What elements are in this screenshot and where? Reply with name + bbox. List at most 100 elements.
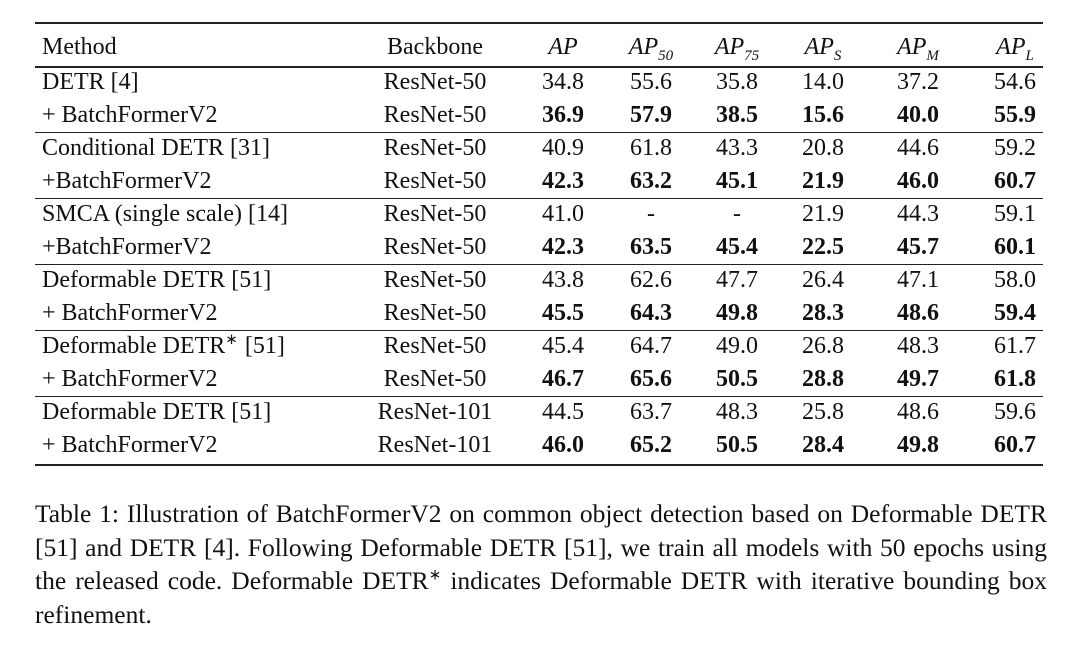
method-cell: SMCA (single scale) [14]	[42, 199, 288, 229]
value-cell: -	[647, 201, 655, 227]
value-cell: 48.3	[716, 399, 758, 425]
header-text: AP	[628, 34, 659, 60]
value-cell: 60.1	[994, 234, 1036, 260]
method-cell: + BatchFormerV2	[42, 100, 218, 130]
method-reference: [51]	[244, 333, 285, 359]
method-superscript: ∗	[225, 332, 238, 348]
value-cell: 47.7	[716, 267, 758, 293]
value-cell: 60.7	[994, 168, 1036, 194]
value-cell: 45.4	[716, 234, 758, 260]
backbone-cell: ResNet-50	[383, 234, 487, 260]
value-cell: 46.0	[542, 432, 584, 458]
method-cell: Deformable DETR∗ [51]	[42, 331, 285, 361]
header-text: Method	[42, 34, 117, 60]
value-cell: 63.2	[630, 168, 672, 194]
value-cell: 40.9	[542, 135, 584, 161]
value-cell: 59.2	[994, 135, 1036, 161]
value-cell: 45.4	[542, 333, 584, 359]
method-name: Conditional DETR [31]	[42, 135, 270, 161]
caption-text: indicates Deformable DETR with iterative…	[35, 566, 1047, 629]
method-name: Deformable DETR [51]	[42, 267, 272, 293]
value-cell: 22.5	[802, 234, 844, 260]
value-cell: 50.5	[716, 366, 758, 392]
value-cell: 44.5	[542, 399, 584, 425]
value-cell: 48.6	[897, 399, 939, 425]
value-cell: 15.6	[802, 102, 844, 128]
method-cell: DETR [4]	[42, 67, 139, 97]
method-name: +BatchFormerV2	[42, 168, 212, 194]
table-rule	[35, 22, 1043, 24]
value-cell: 55.6	[630, 69, 672, 95]
value-cell: 50.5	[716, 432, 758, 458]
value-cell: 44.3	[897, 201, 939, 227]
method-name: + BatchFormerV2	[42, 102, 218, 128]
value-cell: 26.8	[802, 333, 844, 359]
value-cell: 63.7	[630, 399, 672, 425]
method-name: + BatchFormerV2	[42, 366, 218, 392]
backbone-cell: ResNet-50	[383, 201, 487, 227]
method-cell: +BatchFormerV2	[42, 166, 212, 196]
table-rule	[35, 264, 1043, 265]
method-name: DETR [4]	[42, 69, 139, 95]
value-cell: 36.9	[542, 102, 584, 128]
value-cell: 54.6	[994, 69, 1036, 95]
column-header: AP50	[628, 32, 674, 64]
column-header: APL	[996, 32, 1034, 63]
header-subscript: 50	[658, 47, 674, 64]
value-cell: 45.5	[542, 300, 584, 326]
value-cell: 21.9	[802, 201, 844, 227]
value-cell: 45.1	[716, 168, 758, 194]
value-cell: 42.3	[542, 168, 584, 194]
method-cell: Deformable DETR [51]	[42, 265, 271, 295]
value-cell: 59.6	[994, 399, 1036, 425]
method-cell: Conditional DETR [31]	[42, 133, 270, 163]
value-cell: 47.1	[897, 267, 939, 293]
method-cell: Deformable DETR [51]	[42, 397, 271, 427]
backbone-cell: ResNet-50	[383, 69, 487, 95]
table-rule	[35, 464, 1043, 466]
value-cell: 38.5	[716, 102, 758, 128]
table-rule	[35, 66, 1043, 68]
value-cell: 14.0	[802, 69, 844, 95]
column-header: AP75	[715, 32, 760, 64]
header-subscript: M	[926, 47, 939, 64]
value-cell: 61.8	[994, 366, 1036, 392]
header-subscript: S	[833, 47, 842, 64]
column-header: Method	[42, 32, 117, 62]
value-cell: 63.5	[630, 234, 672, 260]
caption-superscript: ∗	[428, 567, 442, 584]
value-cell: 65.2	[630, 432, 672, 458]
value-cell: 25.8	[802, 399, 844, 425]
method-name: + BatchFormerV2	[42, 432, 218, 458]
table-rule	[35, 330, 1043, 331]
table-rule	[35, 198, 1043, 199]
value-cell: 34.8	[542, 69, 584, 95]
column-header: APS	[805, 32, 842, 64]
value-cell: 46.0	[897, 168, 939, 194]
value-cell: 43.8	[542, 267, 584, 293]
method-cell: +BatchFormerV2	[42, 232, 212, 262]
value-cell: 61.7	[994, 333, 1036, 359]
header-subscript: 75	[744, 47, 760, 64]
value-cell: 64.3	[630, 300, 672, 326]
header-text: AP	[996, 34, 1026, 60]
method-name: +BatchFormerV2	[42, 234, 212, 260]
method-name: + BatchFormerV2	[42, 300, 218, 326]
value-cell: 21.9	[802, 168, 844, 194]
value-cell: 28.8	[802, 366, 844, 392]
backbone-cell: ResNet-50	[383, 135, 487, 161]
value-cell: 49.0	[716, 333, 758, 359]
method-name: Deformable DETR [51]	[42, 399, 272, 425]
value-cell: 45.7	[897, 234, 939, 260]
backbone-cell: ResNet-50	[383, 102, 487, 128]
method-name: SMCA (single scale) [14]	[42, 201, 288, 227]
value-cell: 49.8	[897, 432, 939, 458]
value-cell: 62.6	[630, 267, 672, 293]
value-cell: 28.4	[802, 432, 844, 458]
header-text: AP	[548, 34, 578, 60]
value-cell: 57.9	[630, 102, 672, 128]
value-cell: 49.7	[897, 366, 939, 392]
value-cell: 60.7	[994, 432, 1036, 458]
value-cell: 55.9	[994, 102, 1036, 128]
